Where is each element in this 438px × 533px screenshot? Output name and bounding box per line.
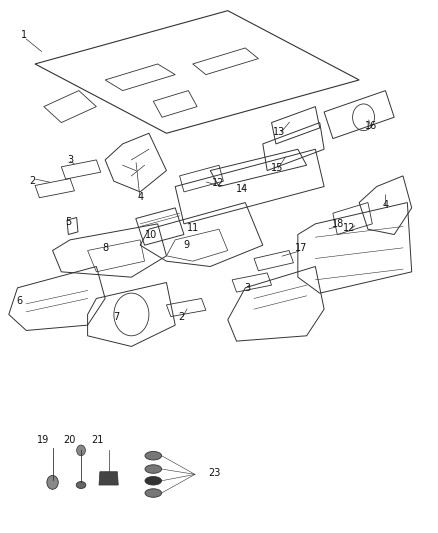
Text: 12: 12 bbox=[212, 178, 224, 188]
Text: 3: 3 bbox=[67, 155, 73, 165]
Circle shape bbox=[47, 475, 58, 489]
Text: 3: 3 bbox=[244, 283, 251, 293]
Text: 20: 20 bbox=[63, 435, 75, 445]
Text: 2: 2 bbox=[30, 176, 36, 186]
Text: 14: 14 bbox=[236, 184, 248, 194]
Text: 7: 7 bbox=[113, 312, 119, 322]
Text: 16: 16 bbox=[365, 122, 378, 131]
Ellipse shape bbox=[145, 477, 162, 485]
Text: 5: 5 bbox=[65, 217, 71, 227]
Text: 2: 2 bbox=[179, 312, 185, 322]
Ellipse shape bbox=[145, 465, 162, 473]
Text: 15: 15 bbox=[271, 163, 283, 173]
Text: 13: 13 bbox=[273, 127, 286, 137]
Text: 21: 21 bbox=[91, 435, 103, 445]
Text: 4: 4 bbox=[137, 192, 143, 202]
Text: 11: 11 bbox=[187, 223, 199, 233]
Polygon shape bbox=[99, 472, 118, 485]
Ellipse shape bbox=[76, 482, 86, 488]
Text: 9: 9 bbox=[183, 240, 189, 250]
Text: 12: 12 bbox=[343, 223, 356, 232]
Text: 23: 23 bbox=[208, 468, 221, 478]
Text: 8: 8 bbox=[102, 243, 108, 253]
Text: 17: 17 bbox=[295, 243, 307, 253]
Text: 1: 1 bbox=[21, 30, 27, 39]
Text: 4: 4 bbox=[382, 200, 389, 210]
Circle shape bbox=[77, 445, 85, 456]
Text: 10: 10 bbox=[145, 230, 158, 239]
Ellipse shape bbox=[145, 451, 162, 460]
Text: 18: 18 bbox=[332, 219, 345, 229]
Ellipse shape bbox=[145, 489, 162, 497]
Text: 19: 19 bbox=[37, 435, 49, 445]
Text: 6: 6 bbox=[17, 296, 23, 306]
